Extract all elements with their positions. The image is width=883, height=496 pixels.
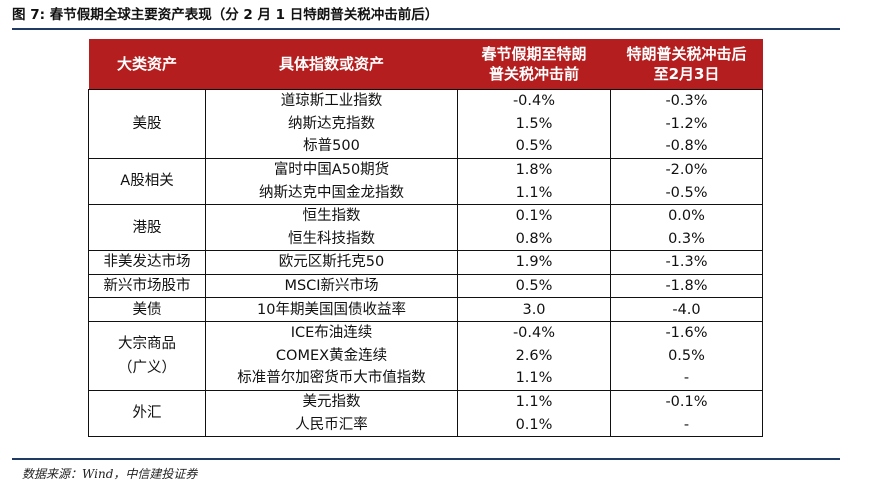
before-value-cell: 0.1% [457, 203, 611, 228]
after-value-cell: 0.3% [610, 227, 763, 252]
title-divider [12, 28, 840, 30]
table-row: 纳斯达克指数 1.5% -1.2% [89, 112, 763, 136]
after-value-cell: - [610, 367, 763, 391]
asset-name-cell: 纳斯达克指数 [205, 112, 458, 136]
table-row: 外汇 美元指数 1.1% -0.1% [88, 389, 763, 437]
asset-name-cell: 恒生科技指数 [205, 227, 458, 252]
asset-name-cell: 美元指数 [205, 389, 458, 414]
source-divider [12, 458, 840, 460]
table-row: A股相关 富时中国A50期货 1.8% -2.0% [88, 157, 763, 205]
before-value-cell: 0.1% [457, 413, 611, 437]
asset-name-cell: 富时中国A50期货 [205, 157, 458, 182]
asset-name-cell: 标准普尔加密货币大市值指数 [205, 367, 458, 391]
header-category: 大类资产 [88, 39, 206, 90]
category-cell: 新兴市场股市 [88, 273, 206, 299]
before-value-cell: 0.8% [457, 227, 611, 252]
before-value-cell: 1.1% [457, 389, 611, 414]
figure-title: 图 7: 春节假期全球主要资产表现（分 2 月 1 日特朗普关税冲击前后） [12, 7, 439, 23]
table-row: 标普500 0.5% -0.8% [89, 135, 763, 159]
after-value-cell: -0.5% [610, 181, 763, 205]
source-note: 数据来源：Wind，中信建投证券 [22, 467, 198, 481]
table-row: 标准普尔加密货币大市值指数 1.1% - [89, 367, 763, 391]
after-value-cell: - [610, 413, 763, 437]
before-value-cell: 0.5% [457, 273, 611, 299]
asset-name-cell: ICE布油连续 [205, 320, 458, 345]
header-after: 特朗普关税冲击后 至2月3日 [610, 39, 763, 90]
before-value-cell: 0.5% [457, 135, 611, 159]
after-value-cell: -0.3% [610, 88, 763, 113]
asset-name-cell: MSCI新兴市场 [205, 273, 458, 299]
before-value-cell: 1.5% [457, 112, 611, 136]
before-value-cell: 1.8% [457, 157, 611, 182]
asset-name-cell: 人民币汇率 [205, 413, 458, 437]
table-row: 纳斯达克中国金龙指数 1.1% -0.5% [89, 181, 763, 205]
before-value-cell: 1.1% [457, 181, 611, 205]
table-row: 美股 道琼斯工业指数 -0.4% -0.3% [88, 88, 763, 159]
table-row: 恒生科技指数 0.8% 0.3% [89, 227, 763, 252]
after-value-cell: -0.8% [610, 135, 763, 159]
before-value-cell: 1.1% [457, 367, 611, 391]
after-value-cell: -1.8% [610, 273, 763, 299]
table-row: 人民币汇率 0.1% - [89, 413, 763, 437]
table-row: 大宗商品 （广义） ICE布油连续 -0.4% -1.6% [88, 320, 763, 391]
before-value-cell: 2.6% [457, 344, 611, 368]
asset-name-cell: 10年期美国国债收益率 [205, 297, 458, 322]
category-cell: A股相关 [88, 157, 206, 205]
category-cell: 非美发达市场 [88, 250, 206, 275]
table-row: COMEX黄金连续 2.6% 0.5% [89, 344, 763, 368]
after-value-cell: 0.0% [610, 203, 763, 228]
before-value-cell: -0.4% [457, 320, 611, 345]
asset-name-cell: 纳斯达克中国金龙指数 [205, 181, 458, 205]
header-row: 大类资产 具体指数或资产 春节假期至特朗 普关税冲击前 特朗普关税冲击后 至2月3日 [88, 39, 763, 90]
table-row: 港股 恒生指数 0.1% 0.0% [88, 203, 763, 252]
header-asset: 具体指数或资产 [205, 39, 458, 90]
category-cell: 美债 [88, 297, 206, 322]
asset-name-cell: COMEX黄金连续 [205, 344, 458, 368]
before-value-cell: -0.4% [457, 88, 611, 113]
asset-name-cell: 恒生指数 [205, 203, 458, 228]
category-cell: 外汇 [88, 389, 206, 437]
asset-name-cell: 欧元区斯托克50 [205, 250, 458, 275]
table-body: 美股 道琼斯工业指数 -0.4% -0.3% 纳斯达克指数 1.5% -1.2% 标普500 0… [88, 88, 763, 437]
category-cell: 大宗商品 （广义） [88, 320, 206, 391]
after-value-cell: -2.0% [610, 157, 763, 182]
table-row: 美债 10年期美国国债收益率 3.0 -4.0 [88, 297, 763, 322]
table-row: 非美发达市场 欧元区斯托克50 1.9% -1.3% [88, 250, 763, 275]
category-cell: 港股 [88, 203, 206, 252]
asset-name-cell: 道琼斯工业指数 [205, 88, 458, 113]
asset-performance-table: 大类资产 具体指数或资产 春节假期至特朗 普关税冲击前 特朗普关税冲击后 至2月3日… [88, 39, 763, 437]
after-value-cell: -0.1% [610, 389, 763, 414]
table-row: 新兴市场股市 MSCI新兴市场 0.5% -1.8% [88, 273, 763, 299]
after-value-cell: 0.5% [610, 344, 763, 368]
after-value-cell: -4.0 [610, 297, 763, 322]
before-value-cell: 1.9% [457, 250, 611, 275]
header-before: 春节假期至特朗 普关税冲击前 [457, 39, 611, 90]
after-value-cell: -1.2% [610, 112, 763, 136]
after-value-cell: -1.3% [610, 250, 763, 275]
category-cell: 美股 [88, 89, 206, 159]
after-value-cell: -1.6% [610, 320, 763, 345]
asset-name-cell: 标普500 [205, 135, 458, 159]
before-value-cell: 3.0 [457, 297, 611, 322]
